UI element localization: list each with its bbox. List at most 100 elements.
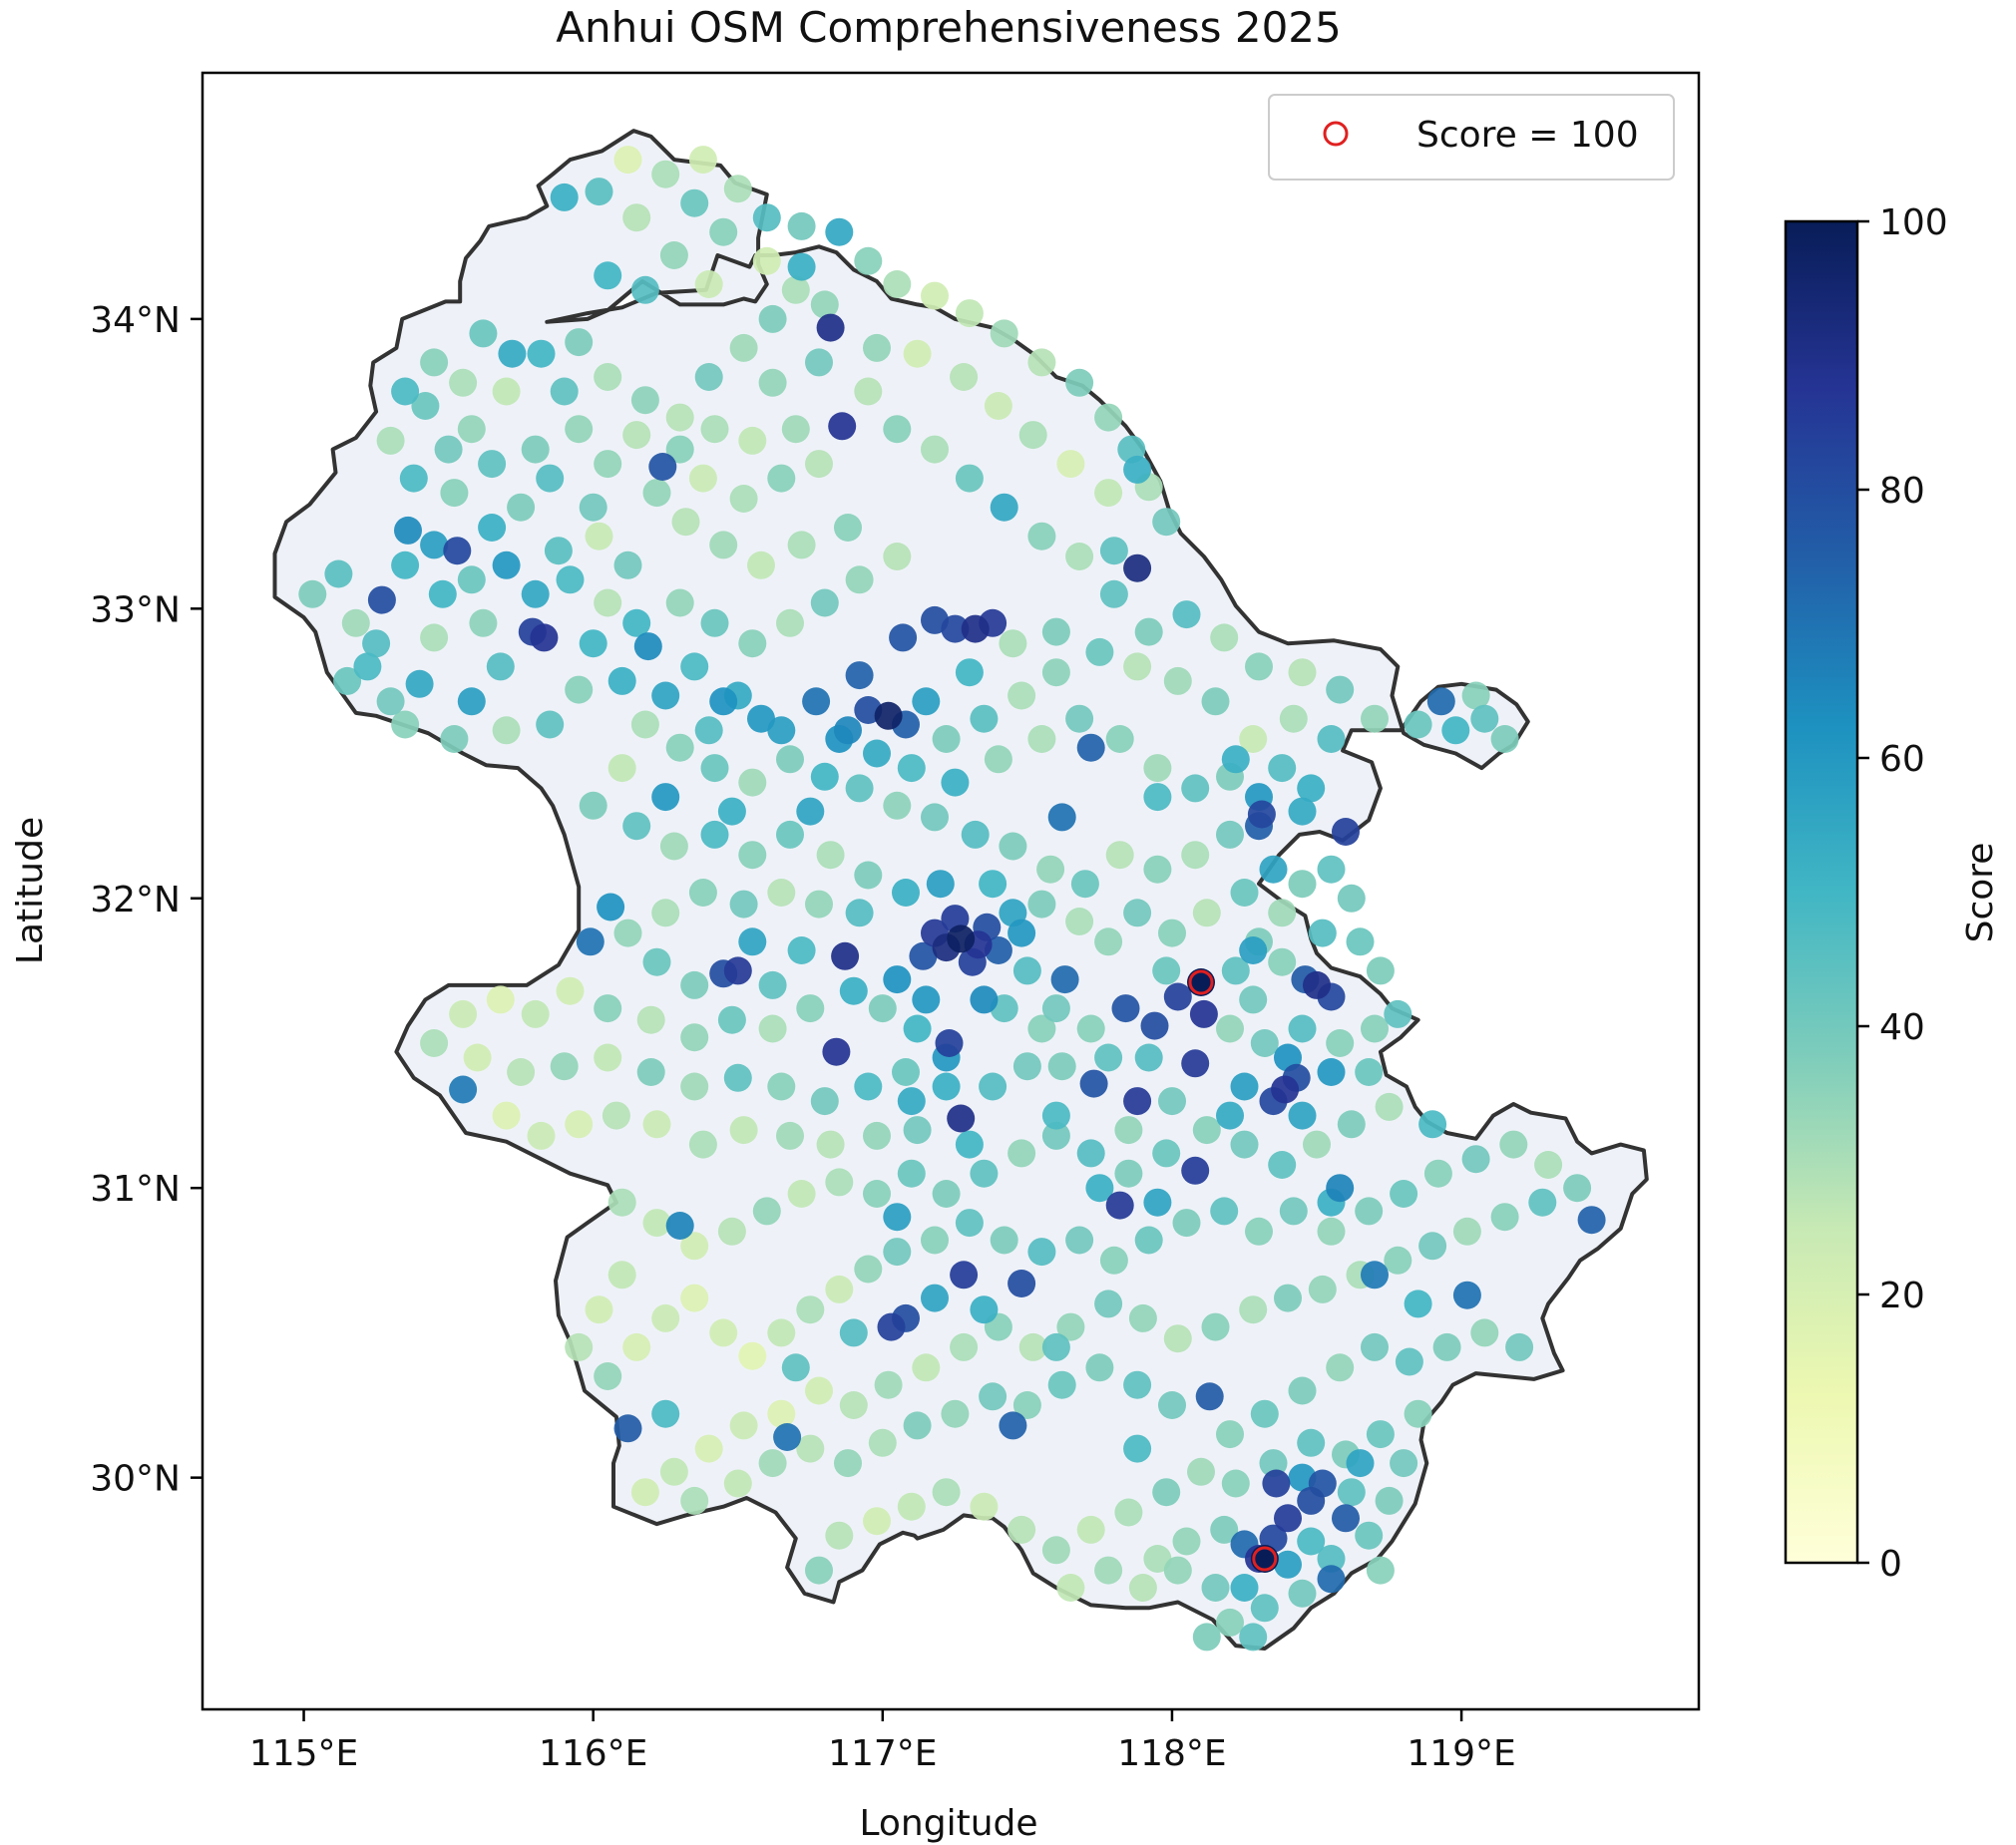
score-point: [1027, 348, 1056, 377]
score-point: [825, 217, 854, 246]
score-point: [1355, 1521, 1384, 1550]
score-point: [883, 270, 912, 298]
score-point: [1361, 1014, 1389, 1043]
score-point: [1152, 956, 1181, 985]
score-point: [391, 551, 420, 579]
score-point: [527, 339, 556, 368]
score-point: [1128, 1303, 1157, 1332]
score-point: [1259, 855, 1288, 884]
score-point: [585, 522, 613, 551]
score-point: [912, 687, 941, 716]
score-point: [729, 485, 758, 513]
score-point: [613, 919, 642, 947]
score-point: [1577, 1206, 1606, 1235]
score-point: [630, 275, 659, 304]
score-point: [758, 1014, 787, 1043]
score-point: [1181, 1049, 1210, 1078]
score-point: [903, 339, 932, 368]
score-point: [550, 183, 579, 211]
score-point: [1094, 1043, 1123, 1072]
chart-title: Anhui OSM Comprehensiveness 2025: [556, 3, 1341, 52]
score-point: [1470, 1318, 1499, 1347]
score-point: [1528, 1188, 1557, 1217]
score-point: [1065, 908, 1094, 935]
score-point: [521, 435, 550, 464]
score-point: [1094, 479, 1123, 508]
score-point: [1158, 1391, 1186, 1419]
score-point: [1461, 681, 1490, 710]
score-point: [1355, 1058, 1384, 1086]
score-point: [1366, 1420, 1395, 1449]
score-point: [507, 1058, 536, 1086]
legend-marker-red-circle: [1323, 121, 1349, 147]
score-point: [449, 999, 478, 1028]
score-point: [1404, 710, 1432, 739]
score-point: [999, 1411, 1027, 1440]
score-point: [1268, 1151, 1297, 1179]
colorbar-tick-label: 0: [1879, 1544, 1902, 1585]
score-point: [565, 675, 594, 704]
colorbar: 0 20 40 60 80 100 Score: [1784, 202, 2001, 1585]
score-point: [831, 941, 860, 970]
score-point: [1288, 1014, 1317, 1043]
score-point: [955, 1209, 984, 1238]
score-point: [990, 319, 1018, 348]
score-point: [912, 1353, 941, 1382]
score-point: [955, 658, 984, 687]
score-point: [1094, 1290, 1123, 1318]
score-point: [1085, 1353, 1114, 1382]
score-point: [622, 608, 651, 637]
score-point: [694, 363, 723, 391]
colorbar-gradient: [1784, 219, 1859, 1565]
score-point: [527, 1121, 556, 1150]
score-point: [420, 348, 449, 377]
score-point: [556, 976, 585, 1005]
score-point: [1418, 1110, 1447, 1139]
score-point: [955, 299, 984, 328]
score-point: [1279, 704, 1308, 733]
score-point: [443, 537, 472, 565]
score-point: [970, 1295, 999, 1324]
score-point: [1123, 1370, 1152, 1399]
y-tick-label: 33°N: [90, 589, 181, 630]
score-point: [1337, 1110, 1366, 1139]
score-point: [1274, 1504, 1302, 1533]
score-point: [874, 1370, 903, 1399]
score-point: [1317, 725, 1346, 753]
score-point: [700, 820, 729, 849]
score-point: [648, 453, 677, 481]
score-point: [921, 803, 949, 832]
score-point: [1230, 1574, 1259, 1602]
score-point: [839, 976, 868, 1005]
score-point: [550, 377, 579, 406]
score-point: [1297, 1486, 1326, 1515]
score-point: [1027, 725, 1056, 753]
score-point: [1008, 1515, 1036, 1544]
score-point: [854, 377, 883, 406]
score-point: [665, 733, 694, 762]
score-point: [478, 514, 507, 542]
score-point: [1262, 1469, 1291, 1498]
score-point: [1056, 1312, 1085, 1341]
score-point: [636, 1005, 665, 1034]
score-point: [457, 565, 486, 594]
score-point: [680, 188, 709, 217]
score-point: [787, 531, 816, 559]
score-point: [1085, 637, 1114, 666]
score-point: [1230, 879, 1259, 907]
score-point: [767, 1072, 796, 1101]
score-point: [607, 666, 636, 695]
score-point: [752, 246, 781, 275]
score-point: [1326, 1353, 1355, 1382]
score-point: [854, 246, 883, 275]
score-point: [950, 363, 979, 391]
score-point: [1056, 450, 1085, 479]
score-point: [709, 687, 738, 716]
score-point: [738, 927, 767, 956]
score-point: [1114, 1116, 1143, 1145]
score-point: [1250, 1029, 1279, 1057]
score-point: [921, 435, 949, 464]
score-point: [1192, 1623, 1221, 1652]
score-point: [932, 1180, 961, 1208]
score-point: [1041, 617, 1070, 646]
